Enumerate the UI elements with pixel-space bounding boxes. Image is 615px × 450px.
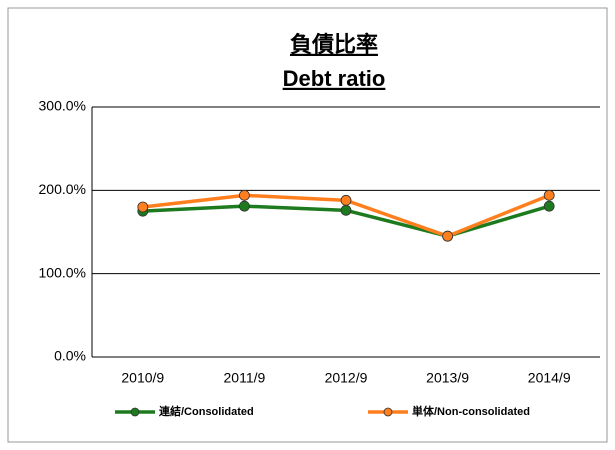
x-tick-label: 2014/9	[528, 370, 571, 386]
point	[442, 230, 454, 242]
x-tick-label: 2010/9	[121, 370, 164, 386]
y-tick-label: 200.0%	[39, 181, 86, 197]
legend-marker	[130, 407, 140, 417]
point	[543, 200, 555, 212]
chart-frame	[7, 7, 608, 443]
point	[137, 201, 149, 213]
point	[238, 200, 250, 212]
y-tick-label: 0.0%	[54, 348, 86, 364]
y-tick-label: 100.0%	[39, 264, 86, 280]
x-tick-label: 2011/9	[224, 370, 266, 386]
legend-label: 連結/Consolidated	[159, 404, 254, 418]
point	[543, 189, 555, 201]
chart-subtitle: Debt ratio	[283, 66, 386, 91]
legend-label: 単体/Non-consolidated	[412, 404, 530, 418]
x-tick-label: 2012/9	[325, 370, 368, 386]
point	[340, 194, 352, 206]
legend-marker	[383, 407, 393, 417]
point	[238, 189, 250, 201]
point	[340, 204, 352, 216]
chart-title: 負債比率	[290, 32, 378, 57]
y-tick-label: 300.0%	[39, 98, 86, 114]
x-tick-label: 2013/9	[426, 370, 469, 386]
